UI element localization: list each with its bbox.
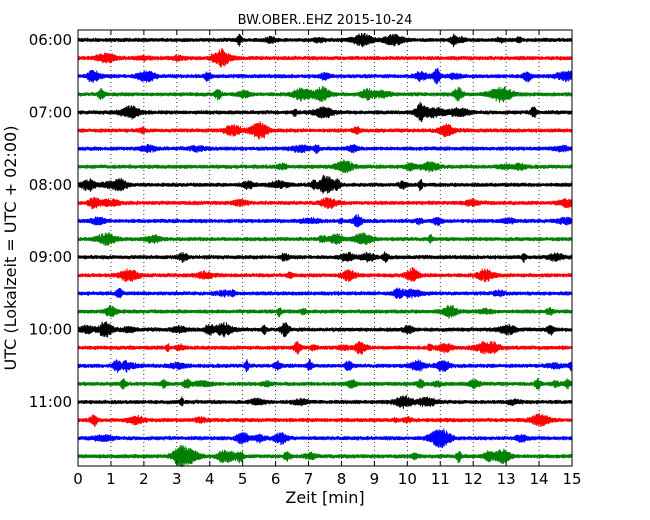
trace-1145 xyxy=(77,445,573,468)
trace-0615 xyxy=(77,47,573,68)
x-tick-label: 10 xyxy=(398,470,417,488)
y-tick-label: 08:00 xyxy=(29,176,72,194)
y-tick-label: 11:00 xyxy=(29,393,72,411)
trace-0700 xyxy=(77,101,573,123)
plot-frame xyxy=(77,29,573,467)
x-tick-label: 0 xyxy=(73,470,83,488)
x-tick-label: 3 xyxy=(172,470,182,488)
trace-1100 xyxy=(77,395,573,409)
chart-title: BW.OBER..EHZ 2015-10-24 xyxy=(238,13,413,28)
x-tick-label: 5 xyxy=(238,470,248,488)
trace-0815 xyxy=(77,196,573,210)
grid xyxy=(110,30,540,466)
trace-0945 xyxy=(77,304,573,319)
x-tick-label: 7 xyxy=(304,470,314,488)
trace-1015 xyxy=(77,340,573,355)
trace-0900 xyxy=(77,251,573,264)
y-tick-label: 07:00 xyxy=(29,103,72,121)
x-axis: 0 1 2 3 4 5 6 7 8 9 10 11 12 13 14 15 xyxy=(73,30,582,488)
y-tick-label: 10:00 xyxy=(29,321,72,339)
x-tick-label: 13 xyxy=(497,470,516,488)
x-tick-label: 12 xyxy=(464,470,483,488)
trace-0800 xyxy=(77,174,573,194)
trace-0745 xyxy=(77,159,573,174)
x-tick-label: 15 xyxy=(562,470,581,488)
trace-0630 xyxy=(77,67,573,85)
x-tick-label: 9 xyxy=(370,470,380,488)
y-axis-label: UTC (Lokalzeit = UTC + 02:00) xyxy=(1,126,20,371)
trace-0830 xyxy=(77,214,573,228)
trace-0845 xyxy=(77,232,573,246)
trace-1000 xyxy=(77,321,573,338)
y-axis: 06:00 07:00 08:00 09:00 10:00 11:00 xyxy=(29,31,572,411)
x-tick-label: 11 xyxy=(431,470,450,488)
trace-1030 xyxy=(77,359,573,373)
x-tick-label: 8 xyxy=(337,470,347,488)
x-tick-label: 2 xyxy=(139,470,149,488)
y-tick-label: 09:00 xyxy=(29,248,72,266)
trace-1045 xyxy=(77,378,573,390)
x-axis-label: Zeit [min] xyxy=(285,488,364,507)
y-tick-label: 06:00 xyxy=(29,31,72,49)
trace-0645 xyxy=(77,85,573,103)
trace-0600 xyxy=(77,32,573,48)
trace-1115 xyxy=(77,413,573,427)
x-tick-label: 1 xyxy=(106,470,116,488)
x-tick-label: 4 xyxy=(205,470,215,488)
x-tick-label: 6 xyxy=(271,470,281,488)
trace-0930 xyxy=(77,287,573,300)
trace-0730 xyxy=(77,143,573,154)
traces xyxy=(77,32,573,468)
trace-1130 xyxy=(77,428,573,449)
x-tick-label: 14 xyxy=(530,470,549,488)
trace-0715 xyxy=(77,120,573,140)
trace-0915 xyxy=(77,266,573,283)
